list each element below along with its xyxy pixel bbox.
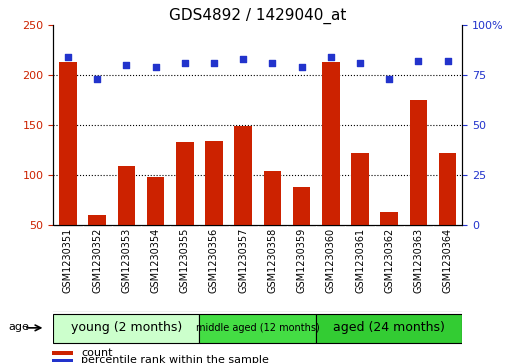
Bar <box>147 177 165 225</box>
Bar <box>199 314 316 343</box>
Text: percentile rank within the sample: percentile rank within the sample <box>81 355 269 363</box>
Bar <box>52 351 73 355</box>
Bar <box>235 126 252 225</box>
Text: GSM1230360: GSM1230360 <box>326 228 336 293</box>
Point <box>356 60 364 66</box>
Point <box>443 58 452 64</box>
Point <box>268 60 276 66</box>
Point <box>210 60 218 66</box>
Text: GSM1230364: GSM1230364 <box>442 228 453 293</box>
Point <box>385 76 393 82</box>
Point <box>415 58 423 64</box>
Text: middle aged (12 months): middle aged (12 months) <box>196 323 320 333</box>
Bar <box>53 314 199 343</box>
Bar <box>409 100 427 225</box>
Text: GSM1230355: GSM1230355 <box>180 228 190 293</box>
Text: GSM1230353: GSM1230353 <box>121 228 132 293</box>
Point <box>298 65 306 70</box>
Point <box>181 60 189 66</box>
Bar <box>352 153 369 225</box>
Point <box>122 62 131 68</box>
Text: age: age <box>8 322 29 332</box>
Text: GSM1230356: GSM1230356 <box>209 228 219 293</box>
Text: GSM1230359: GSM1230359 <box>297 228 307 293</box>
Bar <box>205 141 223 225</box>
Bar <box>264 171 281 225</box>
Bar <box>176 142 194 225</box>
Point <box>64 54 72 60</box>
Text: GSM1230351: GSM1230351 <box>63 228 73 293</box>
Point <box>327 54 335 60</box>
Title: GDS4892 / 1429040_at: GDS4892 / 1429040_at <box>169 8 346 24</box>
Text: GSM1230352: GSM1230352 <box>92 228 102 293</box>
Bar <box>380 212 398 225</box>
Text: GSM1230358: GSM1230358 <box>267 228 277 293</box>
Point <box>239 56 247 62</box>
Text: GSM1230362: GSM1230362 <box>384 228 394 293</box>
Text: GSM1230354: GSM1230354 <box>150 228 161 293</box>
Text: GSM1230361: GSM1230361 <box>355 228 365 293</box>
Text: GSM1230363: GSM1230363 <box>414 228 424 293</box>
Point <box>151 65 160 70</box>
Bar <box>316 314 462 343</box>
Text: aged (24 months): aged (24 months) <box>333 321 445 334</box>
Text: count: count <box>81 348 112 358</box>
Text: young (2 months): young (2 months) <box>71 321 182 334</box>
Text: GSM1230357: GSM1230357 <box>238 228 248 293</box>
Bar <box>59 62 77 225</box>
Bar <box>118 166 135 225</box>
Bar <box>322 62 339 225</box>
Bar <box>88 215 106 225</box>
Bar <box>293 187 310 225</box>
Bar <box>439 153 456 225</box>
Bar <box>52 359 73 362</box>
Point <box>93 76 101 82</box>
